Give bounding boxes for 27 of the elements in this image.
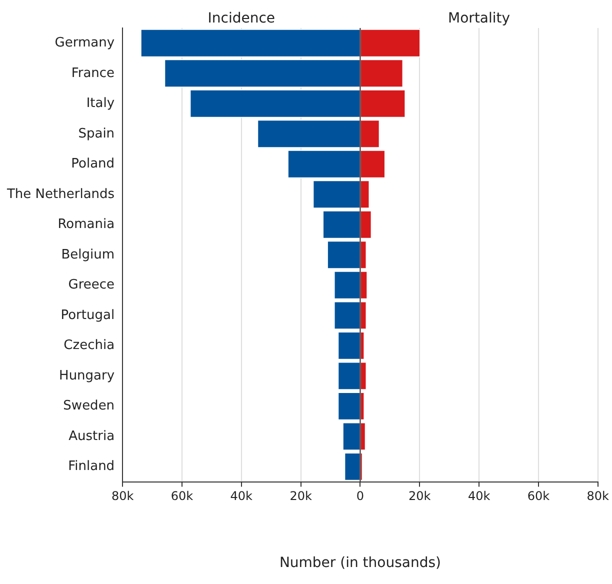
y-tick-label: Greece [68, 278, 115, 293]
y-tick-label: Portugal [60, 308, 115, 323]
series-label: Incidence [208, 10, 276, 27]
y-tick-label: France [71, 66, 115, 81]
y-tick-label: Hungary [59, 368, 115, 384]
y-tick-label: Sweden [63, 398, 115, 414]
x-tick-label: 0 [356, 489, 364, 504]
y-tick-label: Belgium [61, 247, 115, 262]
x-tick-label: 60k [170, 489, 194, 504]
y-tick-label: The Netherlands [6, 186, 115, 202]
x-axis-title: Number (in thousands) [279, 555, 442, 572]
x-tick-label: 80k [586, 489, 610, 504]
y-tick-label: Poland [71, 156, 115, 172]
text: Mortality [448, 10, 510, 27]
y-tick-label: Finland [68, 459, 115, 474]
x-tick-label: 60k [527, 489, 550, 504]
y-tick-label: Germany [54, 36, 115, 50]
x-tick-label: 20k [408, 489, 431, 504]
y-tick-label: Romania [58, 217, 115, 232]
y-tick-label: Czechia [64, 338, 115, 354]
x-tick-label: 80k [111, 489, 134, 504]
y-tick-label: Austria [68, 428, 115, 444]
x-tick-label: 40k [230, 489, 253, 504]
x-tick-label: 40k [468, 489, 490, 504]
y-tick-label: Spain [78, 126, 115, 142]
y-tick-label: Italy [86, 96, 115, 112]
x-tick-label: 20k [290, 489, 312, 504]
